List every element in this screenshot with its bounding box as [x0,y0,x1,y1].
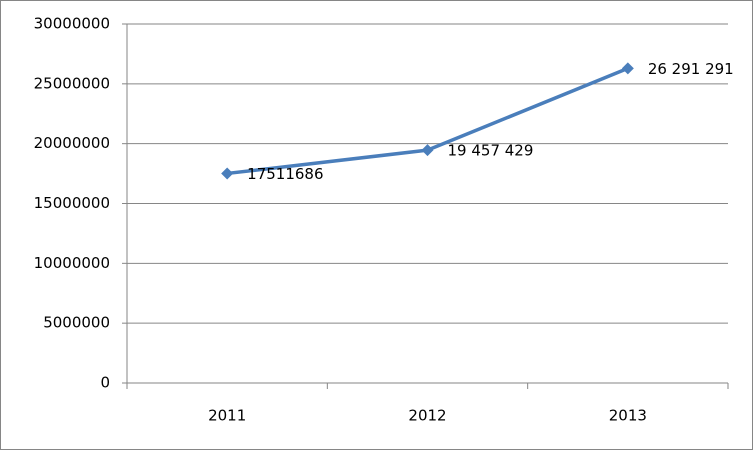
marker [421,144,434,157]
marker [621,62,634,75]
data-label: 17511686 [247,165,323,183]
y-tick-label: 15000000 [34,194,110,212]
data-label: 19 457 429 [448,142,534,160]
x-tick-label: 2012 [408,407,446,425]
y-tick-label: 25000000 [34,74,110,92]
y-tick-label: 20000000 [34,134,110,152]
y-tick-label: 30000000 [34,15,110,33]
x-tick-label: 2011 [208,407,246,425]
y-tick-label: 10000000 [34,254,110,272]
y-tick-label: 0 [100,374,110,392]
x-tick-label: 2013 [609,407,647,425]
y-tick-label: 5000000 [43,314,110,332]
marker [221,167,234,180]
data-label: 26 291 291 [648,60,734,78]
